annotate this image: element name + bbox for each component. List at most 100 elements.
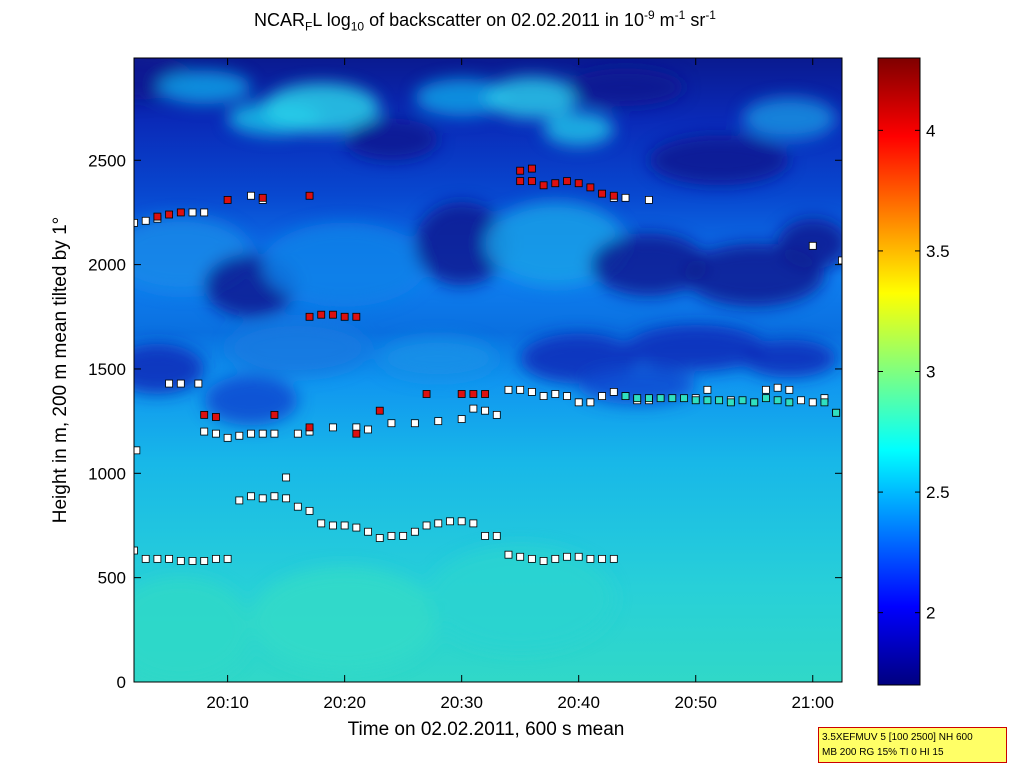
white-marker	[282, 494, 291, 503]
white-marker	[188, 208, 197, 217]
white-marker	[586, 554, 595, 563]
red-marker	[200, 410, 209, 419]
white-marker	[200, 427, 209, 436]
cyan-marker	[668, 394, 677, 403]
white-marker	[703, 385, 712, 394]
white-marker	[621, 193, 630, 202]
white-marker	[574, 552, 583, 561]
white-marker	[212, 554, 220, 563]
white-marker	[235, 496, 244, 505]
white-marker	[165, 379, 174, 388]
x-tick-label: 20:30	[440, 693, 483, 712]
white-marker	[235, 431, 244, 440]
white-marker	[527, 388, 536, 396]
white-marker	[329, 521, 337, 530]
white-marker	[282, 473, 291, 482]
white-marker	[134, 546, 138, 555]
white-marker	[410, 419, 419, 428]
cyan-marker	[773, 396, 782, 405]
white-marker	[516, 552, 525, 561]
red-marker	[305, 312, 314, 321]
x-tick-label: 20:10	[206, 693, 249, 712]
white-marker	[247, 191, 255, 200]
white-marker	[446, 517, 454, 526]
white-marker	[364, 425, 372, 434]
red-marker	[598, 189, 606, 198]
white-marker	[516, 385, 525, 394]
red-marker	[305, 191, 314, 200]
cyan-marker	[820, 398, 829, 407]
cyan-marker	[621, 392, 630, 400]
y-axis: 0 500 1000 1500 2000 2500	[88, 151, 842, 692]
cyan-marker	[645, 394, 653, 403]
white-marker	[387, 419, 396, 428]
white-marker	[598, 554, 606, 563]
white-marker	[247, 429, 255, 438]
settings-note: 3.5XEFMUV 5 [100 2500] NH 600 MB 200 RG …	[818, 727, 1007, 763]
white-marker	[176, 379, 185, 388]
red-marker	[539, 181, 548, 190]
white-marker	[481, 532, 489, 540]
white-marker	[762, 385, 770, 394]
white-marker	[364, 527, 372, 536]
red-marker	[527, 177, 536, 186]
cyan-marker	[726, 398, 735, 407]
white-marker	[194, 379, 203, 388]
colorbar-tick-label: 3.5	[926, 242, 950, 261]
white-marker	[165, 554, 174, 563]
white-marker	[504, 550, 513, 559]
white-marker	[539, 392, 548, 400]
red-marker	[165, 210, 174, 219]
white-marker	[481, 406, 489, 415]
white-marker	[422, 521, 431, 530]
cyan-marker	[656, 394, 665, 403]
red-marker	[563, 177, 571, 186]
x-tick-label: 21:00	[791, 693, 834, 712]
settings-note-line2: MB 200 RG 15% TI 0 HI 15	[822, 747, 944, 758]
x-tick-label: 20:20	[323, 693, 366, 712]
white-marker	[808, 241, 817, 250]
white-marker	[352, 523, 361, 532]
red-marker	[305, 423, 314, 432]
white-marker	[574, 398, 583, 407]
white-marker	[293, 502, 302, 511]
heatmap-texture	[134, 58, 842, 682]
x-tick-label: 20:40	[557, 693, 600, 712]
white-marker	[457, 517, 466, 526]
white-marker	[434, 519, 443, 528]
white-marker	[551, 554, 560, 563]
white-marker	[785, 385, 794, 394]
cyan-marker	[762, 394, 770, 403]
cyan-marker	[703, 396, 712, 405]
red-marker	[609, 191, 618, 200]
white-marker	[141, 554, 150, 563]
white-marker	[492, 532, 501, 540]
settings-note-line1: 3.5XEFMUV 5 [100 2500] NH 600	[822, 732, 973, 743]
white-marker	[200, 557, 209, 565]
white-marker	[457, 415, 466, 423]
cyan-marker	[715, 396, 724, 405]
y-tick-label: 2000	[88, 256, 126, 275]
white-marker	[469, 404, 478, 413]
red-marker	[551, 179, 560, 188]
cyan-marker	[785, 398, 794, 407]
white-marker	[410, 527, 419, 536]
white-marker	[141, 216, 150, 225]
y-tick-label: 1000	[88, 464, 126, 483]
red-marker	[457, 390, 466, 398]
white-marker	[223, 554, 232, 563]
white-marker	[270, 492, 279, 501]
white-marker	[609, 388, 618, 396]
white-marker	[188, 557, 197, 565]
colorbar-tick-label: 3	[926, 363, 935, 382]
white-marker	[212, 429, 220, 438]
white-marker	[469, 519, 478, 528]
red-marker	[422, 390, 431, 398]
y-tick-label: 0	[117, 673, 126, 692]
red-marker	[329, 310, 337, 319]
white-marker	[645, 196, 653, 204]
colorbar-axis: 2 2.5 3 3.5 4	[878, 121, 950, 623]
white-marker	[563, 392, 571, 400]
